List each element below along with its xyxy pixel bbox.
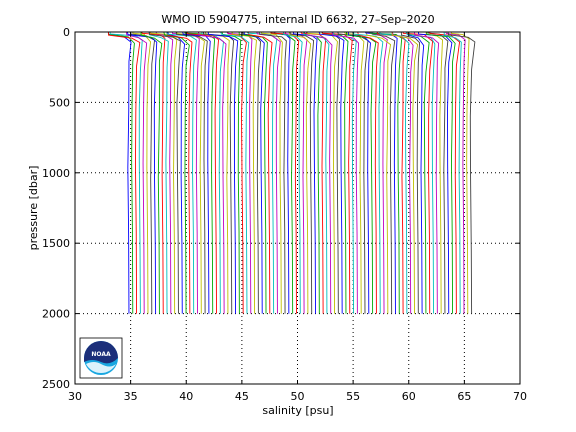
salinity-profile-line xyxy=(197,31,227,314)
salinity-profile-line xyxy=(176,31,205,314)
noaa-logo: NOAA xyxy=(79,337,123,379)
salinity-profile-line xyxy=(258,31,287,314)
chart-title: WMO ID 5904775, internal ID 6632, 27–Sep… xyxy=(161,13,434,26)
salinity-profile-line xyxy=(167,31,186,314)
salinity-profile-line xyxy=(270,31,300,314)
salinity-profile-line xyxy=(357,31,379,314)
salinity-profile-line xyxy=(242,31,262,314)
salinity-profile-line xyxy=(226,31,253,314)
salinity-profile-line xyxy=(132,31,152,314)
y-tick-label: 2500 xyxy=(42,378,70,391)
salinity-profile-line xyxy=(182,31,211,314)
salinity-profile-line xyxy=(270,31,296,314)
salinity-profile-line xyxy=(353,31,384,314)
salinity-profile-line xyxy=(246,31,278,314)
salinity-profile-line xyxy=(126,31,158,314)
y-tick-label: 2000 xyxy=(42,308,70,321)
salinity-profiles xyxy=(107,31,476,314)
y-tick-labels: 0 500 1000 1500 2000 2500 xyxy=(42,26,70,391)
salinity-profile-line xyxy=(148,31,169,314)
salinity-profile-line xyxy=(260,31,283,314)
x-tick-label: 65 xyxy=(457,390,471,403)
salinity-profile-line xyxy=(129,31,156,314)
x-tick-label: 30 xyxy=(68,390,82,403)
y-tick-label: 1500 xyxy=(42,237,70,250)
y-tick-label: 1000 xyxy=(42,167,70,180)
salinity-profile-line xyxy=(391,31,419,314)
salinity-profile-line xyxy=(141,31,166,314)
salinity-profile-line xyxy=(207,31,239,314)
salinity-profile-line xyxy=(238,31,268,314)
salinity-profile-line xyxy=(365,31,392,314)
y-tick-label: 0 xyxy=(63,26,70,39)
salinity-profile-line xyxy=(175,31,208,314)
y-axis-label: pressure [dbar] xyxy=(27,166,40,251)
salinity-profile-line xyxy=(371,31,396,314)
grid-lines xyxy=(75,32,520,384)
x-tick-label: 50 xyxy=(291,390,305,403)
salinity-profile-line xyxy=(318,31,345,314)
salinity-profile-line xyxy=(227,31,247,314)
x-tick-label: 70 xyxy=(513,390,527,403)
salinity-profile-line xyxy=(365,31,398,314)
salinity-profile-line xyxy=(447,31,476,314)
x-axis-label: salinity [psu] xyxy=(262,404,333,417)
salinity-profile-line xyxy=(405,31,436,314)
salinity-profile-line xyxy=(321,31,353,314)
x-tick-label: 35 xyxy=(124,390,138,403)
salinity-profile-line xyxy=(428,31,461,314)
salinity-profile-line xyxy=(443,31,462,314)
x-tick-label: 60 xyxy=(402,390,416,403)
salinity-profile-line xyxy=(426,31,456,314)
salinity-profile-line xyxy=(109,31,143,314)
salinity-profile-line xyxy=(293,31,318,314)
x-tick-label: 45 xyxy=(235,390,249,403)
salinity-profile-line xyxy=(107,31,141,314)
salinity-profile-line xyxy=(306,31,338,314)
salinity-profile-line xyxy=(337,31,369,314)
salinity-profile-line xyxy=(148,31,181,314)
salinity-profile-line xyxy=(400,31,421,314)
x-tick-labels: 30 35 40 45 50 55 60 65 70 xyxy=(68,390,527,403)
axis-ticks xyxy=(74,31,521,385)
salinity-profile-line xyxy=(166,31,193,314)
salinity-profile-line xyxy=(149,31,178,314)
salinity-profile-line xyxy=(427,31,449,314)
y-tick-label: 500 xyxy=(49,96,70,109)
salinity-profile-line xyxy=(369,31,403,314)
salinity-profile-line xyxy=(305,31,333,314)
salinity-profile-line xyxy=(247,31,273,314)
salinity-profile-line xyxy=(300,31,327,314)
salinity-profile-line xyxy=(220,31,250,314)
x-tick-label: 40 xyxy=(179,390,193,403)
salinity-profile-line xyxy=(346,31,377,314)
svg-text:NOAA: NOAA xyxy=(91,351,111,358)
salinity-profile-line xyxy=(107,31,135,314)
salinity-profile-line xyxy=(407,31,425,314)
salinity-profile-line xyxy=(367,31,388,314)
salinity-profile-line xyxy=(402,31,434,314)
salinity-profile-line xyxy=(283,31,303,314)
salinity-profile-line xyxy=(231,31,257,314)
salinity-profile-line xyxy=(379,31,410,314)
salinity-profile-line xyxy=(331,31,360,314)
salinity-profile-line xyxy=(413,31,440,314)
x-tick-label: 55 xyxy=(346,390,360,403)
salinity-profile-line xyxy=(450,31,470,314)
salinity-profile-line xyxy=(289,31,315,314)
salinity-profile-line xyxy=(140,32,163,314)
salinity-profile-line xyxy=(184,31,216,314)
salinity-profile-line xyxy=(166,31,197,314)
salinity-profile-line xyxy=(288,31,312,314)
salinity-profile-line xyxy=(186,31,220,314)
salinity-profile-line xyxy=(344,31,365,314)
salinity-profile-line xyxy=(445,31,466,314)
